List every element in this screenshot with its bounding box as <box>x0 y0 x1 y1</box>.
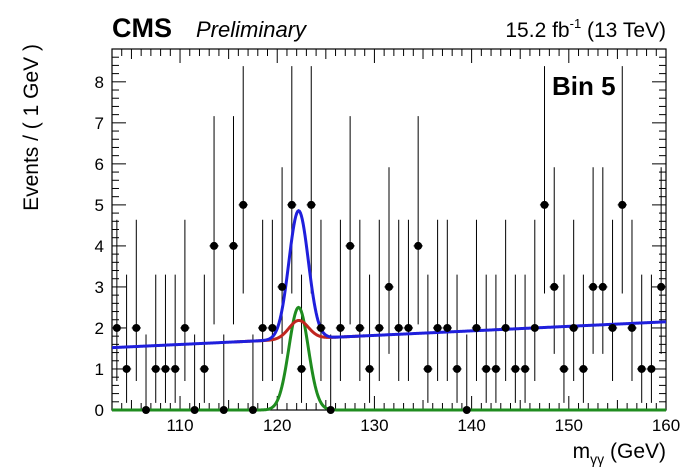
data-point <box>491 364 500 373</box>
data-point <box>521 364 530 373</box>
data-point <box>132 323 141 332</box>
data-point <box>618 200 627 209</box>
data-point <box>171 364 180 373</box>
lumi-label: 15.2 fb-1 (13 TeV) <box>505 16 666 42</box>
x-axis-title-main: m <box>573 440 591 463</box>
y-tick-label: 5 <box>95 196 104 215</box>
y-axis-title: Events / ( 1 GeV ) <box>20 44 43 211</box>
data-point <box>287 200 296 209</box>
data-point <box>657 282 666 291</box>
y-tick-label: 0 <box>95 401 104 420</box>
data-point <box>268 323 277 332</box>
data-point <box>589 282 598 291</box>
data-point <box>462 406 471 414</box>
signal-curve <box>112 305 666 412</box>
data-point <box>598 282 607 291</box>
data-markers <box>112 200 666 414</box>
data-point <box>316 323 325 332</box>
data-point <box>404 323 413 332</box>
data-point <box>472 323 481 332</box>
data-point <box>550 282 559 291</box>
data-point <box>647 364 656 373</box>
data-point <box>511 364 520 373</box>
data-point <box>239 200 248 209</box>
y-tick-label: 7 <box>95 114 104 133</box>
data-point <box>501 323 510 332</box>
data-point <box>307 200 316 209</box>
data-point <box>355 323 364 332</box>
y-tick-label: 3 <box>95 278 104 297</box>
x-tick-label: 110 <box>166 416 193 435</box>
data-point <box>346 241 355 250</box>
data-point <box>530 323 539 332</box>
data-point <box>112 323 121 332</box>
y-tick-label: 8 <box>95 73 104 92</box>
data-point <box>540 200 549 209</box>
x-tick-label: 120 <box>263 416 291 435</box>
lumi-value: 15.2 fb <box>505 19 569 42</box>
data-point <box>210 241 219 250</box>
data-point <box>414 241 423 250</box>
data-point <box>375 323 384 332</box>
experiment-label: CMS <box>112 13 172 43</box>
data-point <box>151 364 160 373</box>
data-point <box>608 323 617 332</box>
data-point <box>278 282 287 291</box>
data-point <box>569 323 578 332</box>
y-tick-label: 2 <box>95 319 104 338</box>
data-point <box>394 323 403 332</box>
data-point <box>142 406 151 414</box>
data-point <box>200 364 209 373</box>
data-point <box>443 323 452 332</box>
data-point <box>258 323 267 332</box>
x-tick-label: 160 <box>652 416 680 435</box>
data-point <box>637 364 646 373</box>
axes: 110 120 130 140 150 160 0 1 2 3 4 5 6 7 8 <box>95 48 680 435</box>
x-tick-label: 130 <box>360 416 388 435</box>
data-point <box>297 364 306 373</box>
data-point <box>161 364 170 373</box>
data-point <box>365 364 374 373</box>
y-tick-label: 4 <box>95 237 104 256</box>
y-tick-label: 6 <box>95 155 104 174</box>
x-axis-title: mγγ (GeV) <box>573 440 666 467</box>
y-tick-label: 1 <box>95 360 104 379</box>
data-point <box>180 323 189 332</box>
data-point <box>627 323 636 332</box>
data-point <box>482 364 491 373</box>
data-point <box>433 323 442 332</box>
data-point <box>579 364 588 373</box>
energy-label: (13 TeV) <box>581 19 666 42</box>
x-axis-title-unit: (GeV) <box>604 440 666 463</box>
x-tick-label: 140 <box>457 416 485 435</box>
lumi-exponent: -1 <box>570 16 582 31</box>
data-point <box>453 364 462 373</box>
data-point <box>326 406 335 414</box>
data-point <box>190 406 199 414</box>
data-point <box>423 364 432 373</box>
x-axis-title-subscript: γγ <box>590 451 604 467</box>
status-label: Preliminary <box>196 17 308 42</box>
x-tick-label: 150 <box>555 416 583 435</box>
data-point <box>336 323 345 332</box>
bin-label: Bin 5 <box>552 71 616 101</box>
data-point <box>559 364 568 373</box>
data-point <box>229 241 238 250</box>
data-point <box>219 406 228 414</box>
error-bars <box>112 66 666 411</box>
data-point <box>248 406 257 414</box>
data-point <box>122 364 131 373</box>
data-point <box>385 282 393 291</box>
